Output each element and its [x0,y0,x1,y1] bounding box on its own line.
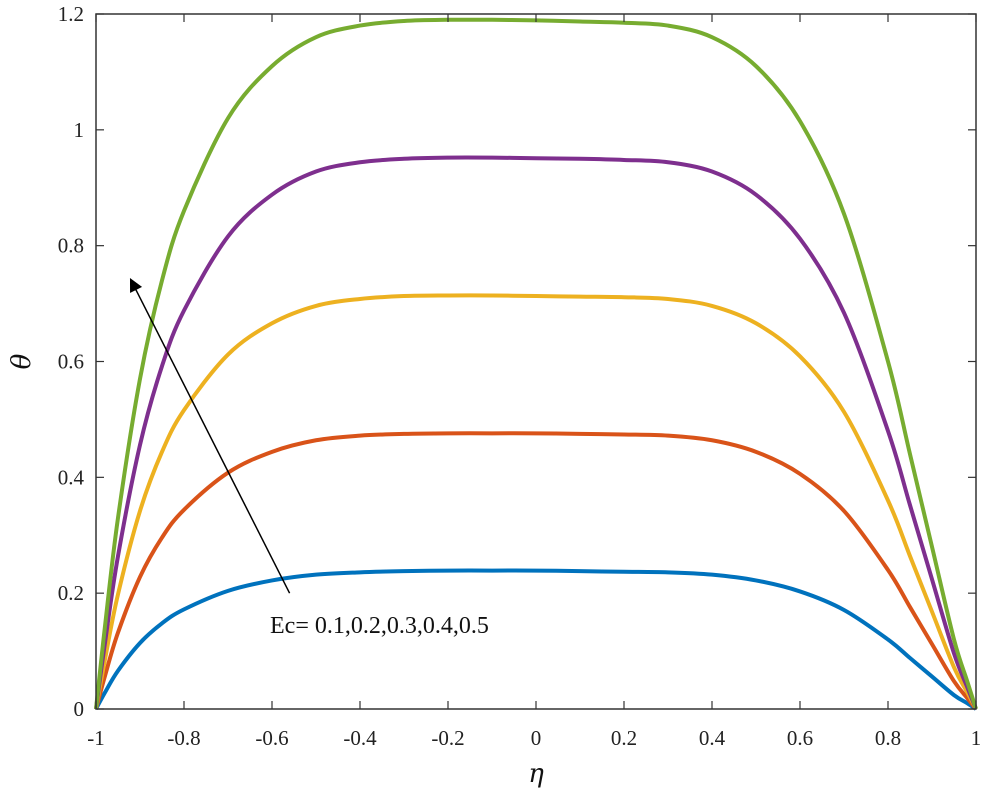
x-tick-label: 0.8 [875,726,901,750]
x-tick-label: -0.8 [167,726,200,750]
x-tick-label: 0.2 [611,726,637,750]
x-axis-title: η [528,759,544,789]
annotation-label: Ec= 0.1,0.2,0.3,0.4,0.5 [270,613,489,639]
x-tick-label: -1 [87,726,105,750]
x-tick-label: -0.6 [255,726,288,750]
x-tick-label: -0.4 [343,726,377,750]
labels-layer: -1 -0.8 -0.6 -0.4 -0.2 0 0.2 0.4 0.6 0.8 1 0 0.2 0.4 0… [58,2,982,750]
x-tick-label: 1 [971,726,982,750]
y-tick-label: 1 [74,118,85,142]
ticks-layer [95,13,977,710]
series-layer [94,17,978,711]
y-tick-label: 0 [74,697,85,721]
y-axis-title: θ [7,353,37,369]
series-line-4 [94,155,978,710]
y-tick-label: 0.4 [58,465,85,489]
x-tick-label: -0.2 [431,726,464,750]
x-tick-label: 0.6 [787,726,813,750]
series-line-1 [94,568,978,711]
series-line-2 [94,431,978,711]
y-tick-label: 0.8 [58,234,84,258]
annotation-arrow [129,278,291,594]
y-tick-label: 0.2 [58,581,84,605]
series-line-3 [94,293,978,710]
series-line-5 [94,17,978,710]
x-tick-label: 0.4 [699,726,726,750]
y-tick-label: 0.6 [58,350,84,374]
y-tick-label: 1.2 [58,2,84,26]
x-tick-label: 0 [531,726,542,750]
